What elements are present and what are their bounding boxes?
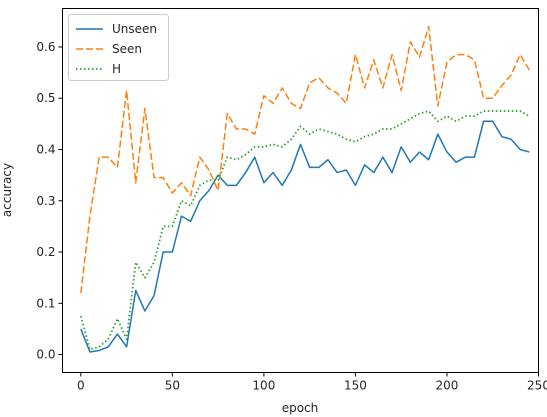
series-line-h: [79, 110, 530, 351]
x-tick-label: 250: [527, 379, 547, 393]
legend: Unseen Seen H: [68, 14, 169, 81]
x-tick-label: 100: [252, 379, 275, 393]
y-tick-label: 0.6: [36, 40, 55, 54]
legend-box: [68, 14, 169, 81]
y-tick-label: 0.0: [36, 348, 55, 362]
legend-label-seen: Seen: [112, 42, 142, 56]
x-tick-label: 150: [344, 379, 367, 393]
x-tick-label: 50: [165, 379, 180, 393]
y-tick-label: 0.1: [36, 296, 55, 310]
x-axis: 0 50 100 150 200 250: [77, 372, 547, 393]
y-tick-label: 0.3: [36, 194, 55, 208]
series-line-unseen: [80, 120, 530, 353]
plot-area: [79, 25, 530, 353]
y-axis: 0.0 0.1 0.2 0.3 0.4 0.5 0.6: [36, 40, 63, 362]
y-axis-label: accuracy: [0, 163, 14, 217]
series-line-seen: [80, 25, 530, 294]
x-tick-label: 200: [436, 379, 459, 393]
legend-label-h: H: [112, 62, 121, 76]
y-tick-label: 0.4: [36, 142, 55, 156]
x-axis-label: epoch: [282, 401, 319, 415]
x-tick-label: 0: [77, 379, 85, 393]
y-tick-label: 0.2: [36, 245, 55, 259]
y-tick-label: 0.5: [36, 91, 55, 105]
legend-label-unseen: Unseen: [112, 22, 157, 36]
axes-frame: [62, 8, 539, 373]
